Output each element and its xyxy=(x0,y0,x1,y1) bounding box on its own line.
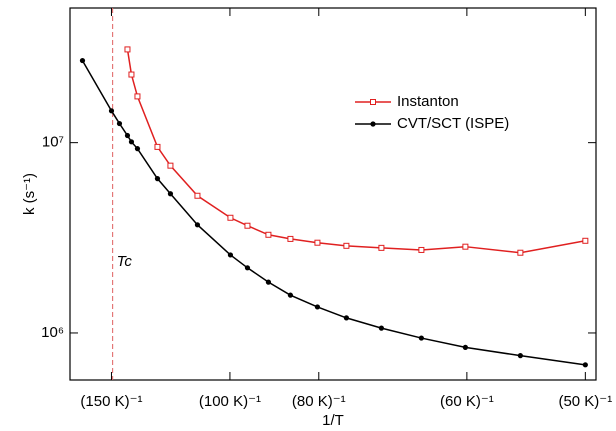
point xyxy=(227,214,234,221)
series-line xyxy=(81,60,586,366)
point xyxy=(314,304,321,310)
tc-label: Tc xyxy=(117,253,133,270)
point xyxy=(194,222,201,228)
point xyxy=(244,222,251,229)
x-tick-label: (50 K)⁻¹ xyxy=(558,393,612,410)
point xyxy=(128,139,135,145)
point xyxy=(134,146,141,152)
point xyxy=(154,176,161,182)
point xyxy=(370,99,376,105)
point xyxy=(462,344,468,350)
point xyxy=(582,237,589,244)
x-tick-label: (60 K)⁻¹ xyxy=(440,393,494,410)
x-tick-label: (80 K)⁻¹ xyxy=(292,393,346,410)
point xyxy=(265,279,272,285)
point xyxy=(244,265,251,271)
point xyxy=(167,162,174,169)
x-tick-label: (150 K)⁻¹ xyxy=(80,393,142,410)
point xyxy=(265,231,272,238)
point xyxy=(154,143,161,150)
y-axis-label: k (s⁻¹) xyxy=(21,173,38,215)
point xyxy=(378,244,385,251)
plot-frame xyxy=(69,7,597,381)
point xyxy=(370,121,376,127)
point xyxy=(378,325,385,331)
point xyxy=(314,239,321,246)
point xyxy=(134,93,141,100)
x-axis-label: 1/T xyxy=(322,412,344,429)
legend-label: Instanton xyxy=(397,93,459,110)
point xyxy=(517,249,524,256)
x-tick-label: (100 K)⁻¹ xyxy=(199,393,261,410)
y-tick-label: 10⁷ xyxy=(42,134,64,151)
point xyxy=(517,353,523,359)
point xyxy=(194,192,201,199)
point xyxy=(79,57,86,64)
point xyxy=(167,191,174,197)
point xyxy=(124,46,131,53)
point xyxy=(287,235,294,242)
point xyxy=(287,292,294,298)
point xyxy=(108,108,115,114)
point xyxy=(343,315,349,321)
point xyxy=(128,71,135,78)
point xyxy=(227,252,234,258)
point xyxy=(124,132,131,139)
legend-label: CVT/SCT (ISPE) xyxy=(397,115,509,132)
point xyxy=(343,242,350,249)
y-tick-label: 10⁶ xyxy=(41,324,64,341)
point xyxy=(462,243,469,250)
point xyxy=(418,335,424,341)
point xyxy=(418,246,425,253)
point xyxy=(582,362,588,368)
point xyxy=(116,120,123,127)
